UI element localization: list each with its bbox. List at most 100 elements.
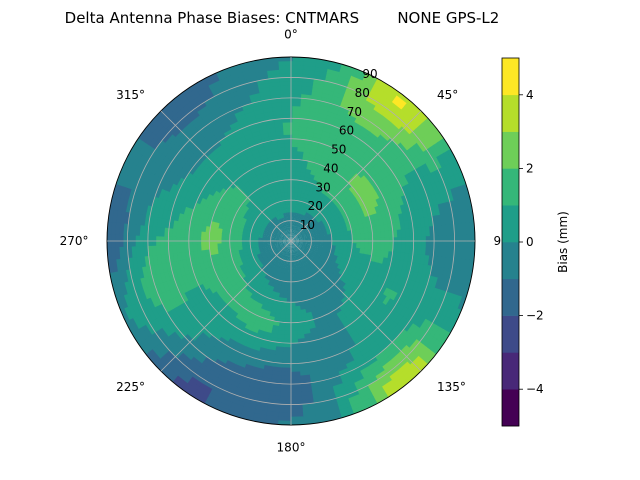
contour-cell xyxy=(297,250,302,256)
contour-cell xyxy=(295,170,302,177)
contour-cell xyxy=(466,234,472,250)
contour-cell xyxy=(384,346,397,359)
contour-cell xyxy=(394,157,405,169)
zenith-tick-label: 60 xyxy=(339,124,354,138)
contour-cell xyxy=(448,306,459,322)
contour-cell xyxy=(346,82,362,93)
contour-cell xyxy=(297,204,302,210)
contour-cell xyxy=(389,352,403,365)
colorbar-band xyxy=(502,168,519,206)
contour-cell xyxy=(395,378,410,392)
contour-cell xyxy=(343,230,349,236)
contour-cell xyxy=(396,294,406,306)
colorbar-band xyxy=(502,94,519,132)
contour-cell xyxy=(360,233,366,240)
contour-cell xyxy=(425,337,438,352)
contour-cell xyxy=(393,314,404,326)
contour-cell xyxy=(352,336,364,347)
contour-cell xyxy=(371,390,387,402)
contour-cell xyxy=(295,247,300,252)
contour-cell xyxy=(409,131,422,145)
contour-cell xyxy=(293,248,296,254)
contour-cell xyxy=(381,202,390,212)
contour-cell xyxy=(415,108,430,123)
contour-cell xyxy=(341,334,353,344)
contour-cell xyxy=(333,86,348,96)
contour-cell xyxy=(404,102,418,116)
contour-cell xyxy=(403,350,417,364)
contour-cell xyxy=(443,150,455,166)
contour-cell xyxy=(298,227,304,233)
contour-cell xyxy=(408,191,417,204)
contour-cell xyxy=(337,368,350,377)
contour-cell xyxy=(291,207,294,213)
contour-cell xyxy=(429,144,442,159)
contour-cell xyxy=(344,360,357,370)
contour-cell xyxy=(411,291,421,304)
contour-cell xyxy=(453,282,463,298)
contour-cell xyxy=(368,329,380,340)
contour-cell xyxy=(293,228,296,234)
contour-cell xyxy=(362,75,378,87)
contour-cell xyxy=(434,289,444,303)
contour-cell xyxy=(296,251,301,257)
contour-cell xyxy=(428,324,441,339)
zenith-tick-label: 40 xyxy=(323,161,338,175)
contour-cell xyxy=(442,291,452,306)
contour-cell xyxy=(418,318,430,333)
contour-cell xyxy=(379,341,391,353)
contour-cell xyxy=(425,160,436,175)
contour-cell xyxy=(343,242,350,248)
contour-cell xyxy=(397,186,406,198)
contour-cell xyxy=(315,62,331,70)
contour-cell xyxy=(293,195,298,201)
contour-cell xyxy=(323,237,329,241)
contour-cell xyxy=(318,108,330,116)
colorbar-tick-label: 0 xyxy=(526,235,534,249)
contour-cell xyxy=(375,197,384,207)
contour-cell xyxy=(310,245,316,250)
contour-cell xyxy=(393,179,403,191)
contour-cell xyxy=(351,243,358,249)
contour-cell xyxy=(372,124,385,136)
contour-cell xyxy=(315,237,321,241)
contour-cell xyxy=(291,84,304,91)
contour-cell xyxy=(294,183,300,189)
contour-cell xyxy=(415,330,428,344)
contour-cell xyxy=(352,67,368,78)
contour-cell xyxy=(335,113,348,123)
contour-cell xyxy=(389,273,397,284)
contour-cell xyxy=(310,244,316,248)
contour-cell xyxy=(362,122,375,133)
contour-cell xyxy=(349,370,363,381)
contour-cell xyxy=(402,367,417,381)
contour-cell xyxy=(434,168,445,183)
contour-cell xyxy=(297,245,303,249)
contour-cell xyxy=(387,162,398,174)
contour-cell xyxy=(345,113,358,123)
contour-cell xyxy=(297,212,302,219)
contour-cell xyxy=(343,386,358,397)
contour-cell xyxy=(349,105,362,116)
contour-cell xyxy=(328,106,341,115)
contour-cell xyxy=(402,334,415,347)
contour-cell xyxy=(362,399,378,411)
contour-cell xyxy=(295,251,300,257)
contour-cell xyxy=(326,338,337,346)
contour-cell xyxy=(319,104,331,112)
contour-cell xyxy=(450,187,459,203)
contour-cell xyxy=(396,111,410,125)
contour-cell xyxy=(320,134,331,142)
contour-cell xyxy=(297,217,302,223)
contour-cell xyxy=(396,329,408,342)
contour-cell xyxy=(446,235,452,249)
contour-cell xyxy=(446,176,456,191)
contour-cell xyxy=(433,225,439,238)
contour-cell xyxy=(390,118,404,131)
contour-cell xyxy=(405,236,411,247)
contour-cell xyxy=(381,360,395,372)
contour-cell xyxy=(397,141,409,155)
contour-cell xyxy=(351,247,357,254)
contour-cell xyxy=(369,88,384,100)
contour-cell xyxy=(457,270,465,286)
